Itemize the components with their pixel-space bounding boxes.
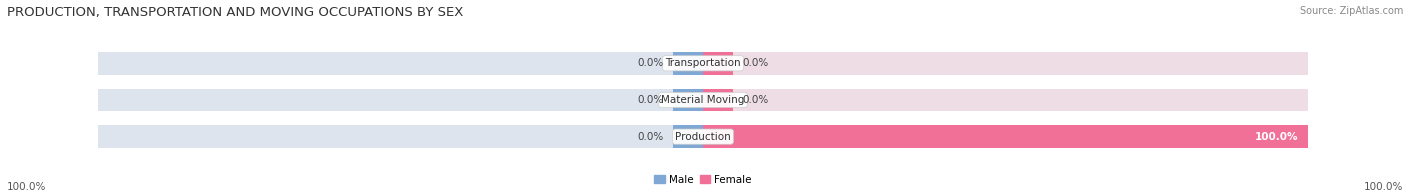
Text: Transportation: Transportation (665, 58, 741, 68)
Bar (98, 125, 703, 148)
Legend: Male, Female: Male, Female (650, 171, 756, 189)
Bar (703, 89, 1308, 111)
Text: Source: ZipAtlas.com: Source: ZipAtlas.com (1299, 6, 1403, 16)
Bar (98, 52, 703, 75)
Bar (703, 52, 1308, 75)
Bar (703, 125, 1308, 148)
Bar (703, 125, 1308, 148)
Text: PRODUCTION, TRANSPORTATION AND MOVING OCCUPATIONS BY SEX: PRODUCTION, TRANSPORTATION AND MOVING OC… (7, 6, 464, 19)
Text: Material Moving: Material Moving (661, 95, 745, 105)
Text: 0.0%: 0.0% (637, 95, 664, 105)
Text: 0.0%: 0.0% (742, 58, 769, 68)
Bar (672, 125, 703, 148)
Text: 0.0%: 0.0% (742, 95, 769, 105)
Text: 0.0%: 0.0% (637, 58, 664, 68)
Text: 100.0%: 100.0% (7, 182, 46, 192)
Text: Production: Production (675, 132, 731, 142)
Bar (672, 52, 703, 75)
Text: 100.0%: 100.0% (1256, 132, 1299, 142)
Bar (703, 89, 734, 111)
Text: 100.0%: 100.0% (1364, 182, 1403, 192)
Text: 0.0%: 0.0% (637, 132, 664, 142)
Bar (98, 89, 703, 111)
Bar (703, 52, 734, 75)
Bar (672, 89, 703, 111)
